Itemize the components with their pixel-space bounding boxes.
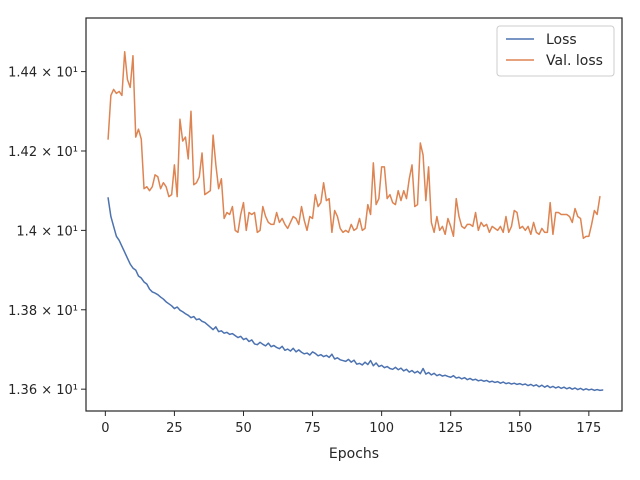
series-line-loss (107, 197, 604, 392)
y-tick-label: 1.4 × 10¹ (16, 224, 78, 239)
y-tick-label: 1.44 × 10¹ (8, 66, 78, 81)
y-tick-label: 1.36 × 10¹ (8, 383, 78, 398)
legend: Loss Val. loss (496, 25, 615, 77)
x-tick-label: 25 (166, 421, 183, 436)
legend-label-loss: Loss (546, 32, 577, 48)
x-tick-label: 175 (576, 421, 601, 436)
y-axis: 1.36 × 10¹ 1.38 × 10¹ 1.4 × 10¹ 1.42 × 10¹ 1… (8, 66, 86, 398)
legend-label-val-loss: Val. loss (546, 53, 603, 69)
plot-area (85, 17, 623, 412)
series-line-val-loss (107, 50, 601, 240)
x-axis-label: Epochs (329, 446, 379, 462)
series-layer (107, 50, 604, 392)
x-tick-label: 125 (438, 421, 463, 436)
x-tick-label: 50 (235, 421, 252, 436)
x-tick-label: 0 (101, 421, 109, 436)
x-axis: 0 25 50 75 100 125 150 175 (101, 411, 601, 436)
x-tick-label: 100 (369, 421, 394, 436)
y-tick-label: 1.38 × 10¹ (8, 304, 78, 319)
x-tick-label: 150 (507, 421, 532, 436)
x-tick-label: 75 (304, 421, 321, 436)
y-tick-label: 1.42 × 10¹ (8, 145, 78, 160)
